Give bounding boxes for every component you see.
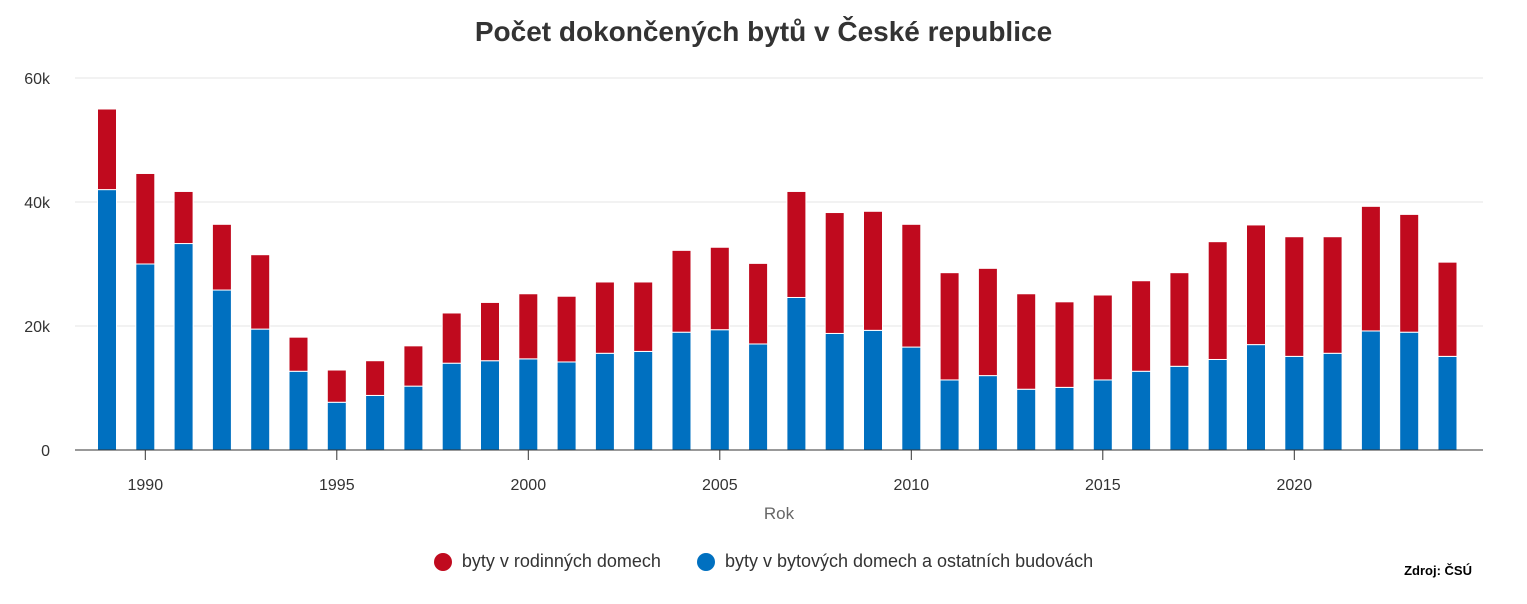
- bar-segment-apartment-buildings: [1092, 379, 1113, 451]
- bar-segment-family-houses: [594, 281, 615, 354]
- bar-segment-apartment-buildings: [594, 352, 615, 451]
- bar-segment-family-houses: [1016, 293, 1037, 390]
- bar-segment-apartment-buildings: [211, 289, 232, 451]
- bar-segment-apartment-buildings: [1322, 352, 1343, 451]
- bar-segment-family-houses: [135, 172, 156, 265]
- bar-segment-apartment-buildings: [786, 296, 807, 451]
- legend: byty v rodinných domech byty v bytových …: [0, 551, 1527, 572]
- source-note: Zdroj: ČSÚ: [1404, 563, 1472, 578]
- bar-segment-family-houses: [250, 254, 271, 330]
- bar-segment-apartment-buildings: [1054, 386, 1075, 451]
- legend-label: byty v rodinných domech: [461, 551, 661, 571]
- bar-segment-family-houses: [1437, 261, 1458, 357]
- bar-segment-family-houses: [403, 345, 424, 387]
- bar-segment-apartment-buildings: [863, 329, 883, 451]
- bar-segment-apartment-buildings: [250, 328, 271, 451]
- bar-segment-family-houses: [1054, 301, 1075, 388]
- bar-segment-family-houses: [97, 108, 117, 191]
- bar-segment-apartment-buildings: [518, 358, 539, 451]
- bar-segment-family-houses: [288, 336, 309, 372]
- bar-segment-family-houses: [1131, 280, 1152, 372]
- bar-segment-family-houses: [365, 360, 386, 396]
- bar-segment-family-houses: [977, 267, 998, 377]
- legend-item-family-houses[interactable]: byty v rodinných domech: [433, 551, 661, 572]
- bar-segment-apartment-buildings: [1437, 355, 1458, 451]
- bar-segment-apartment-buildings: [288, 370, 309, 451]
- bar-segment-apartment-buildings: [1131, 370, 1152, 451]
- y-tick-label: 60k: [24, 71, 51, 88]
- bar-segment-family-houses: [901, 223, 922, 348]
- bar-segment-family-houses: [1284, 236, 1305, 357]
- bar-segment-family-houses: [824, 212, 845, 334]
- bar-segment-apartment-buildings: [824, 332, 845, 451]
- bar-segment-family-houses: [1322, 236, 1343, 354]
- bar-segment-apartment-buildings: [441, 362, 462, 451]
- y-tick-label: 40k: [24, 195, 51, 212]
- bar-segment-apartment-buildings: [633, 350, 654, 451]
- bar-segment-family-houses: [211, 223, 232, 291]
- bar-segment-family-houses: [441, 312, 462, 364]
- bar-segment-family-houses: [748, 262, 769, 345]
- bar-segment-family-houses: [173, 190, 194, 245]
- bar-segment-family-houses: [1092, 294, 1113, 381]
- bar-segment-family-houses: [1169, 272, 1190, 367]
- legend-marker: [433, 552, 452, 571]
- x-tick-label: 2020: [1277, 477, 1313, 494]
- chart-title: Počet dokončených bytů v České republice: [474, 16, 1053, 47]
- bar-segment-apartment-buildings: [671, 331, 692, 451]
- bars: [97, 108, 1458, 451]
- bar-segment-apartment-buildings: [748, 343, 769, 451]
- bar-segment-apartment-buildings: [1169, 365, 1190, 451]
- x-tick-label: 2010: [894, 477, 930, 494]
- bar-segment-apartment-buildings: [939, 379, 960, 451]
- bar-segment-apartment-buildings: [977, 375, 998, 451]
- bar-segment-apartment-buildings: [365, 394, 386, 451]
- bar-segment-family-houses: [1360, 205, 1381, 332]
- legend-label: byty v bytových domech a ostatních budov…: [724, 551, 1094, 571]
- grid-lines: [75, 77, 1483, 327]
- bar-segment-family-houses: [556, 295, 577, 363]
- bar-segment-apartment-buildings: [480, 360, 500, 451]
- axes: 0 20k 40k 60k 1990 1995 2000 2005 2010 2015 2020 Ro…: [24, 71, 1483, 523]
- x-tick-label: 1990: [128, 477, 164, 494]
- bar-segment-family-houses: [326, 369, 347, 403]
- x-tick-label: 1995: [319, 477, 355, 494]
- x-axis-title: Rok: [764, 504, 795, 523]
- bar-segment-apartment-buildings: [1399, 331, 1420, 451]
- bar-segment-family-houses: [786, 190, 807, 298]
- bar-segment-family-houses: [1399, 213, 1420, 333]
- bar-segment-family-houses: [1207, 241, 1228, 360]
- legend-item-apartment-buildings[interactable]: byty v bytových domech a ostatních budov…: [696, 551, 1094, 572]
- bar-segment-apartment-buildings: [709, 329, 730, 451]
- x-tick-label: 2015: [1085, 477, 1121, 494]
- bar-segment-family-houses: [1246, 224, 1266, 346]
- bar-segment-family-houses: [518, 293, 539, 360]
- bar-segment-family-houses: [709, 246, 730, 331]
- bar-segment-apartment-buildings: [1207, 358, 1228, 451]
- bar-segment-family-houses: [939, 272, 960, 381]
- bar-segment-apartment-buildings: [1016, 388, 1037, 451]
- bar-segment-family-houses: [863, 210, 883, 331]
- bar-segment-apartment-buildings: [1246, 344, 1266, 451]
- bar-segment-apartment-buildings: [97, 189, 117, 451]
- bar-segment-apartment-buildings: [403, 385, 424, 451]
- bar-segment-family-houses: [633, 281, 654, 352]
- bar-segment-apartment-buildings: [901, 346, 922, 451]
- legend-marker: [696, 552, 715, 571]
- bar-segment-apartment-buildings: [326, 401, 347, 451]
- bar-segment-family-houses: [480, 301, 500, 362]
- x-tick-label: 2000: [511, 477, 547, 494]
- bar-segment-apartment-buildings: [173, 243, 194, 451]
- bar-segment-apartment-buildings: [1360, 330, 1381, 451]
- bar-segment-apartment-buildings: [1284, 355, 1305, 451]
- y-tick-label: 0: [41, 443, 50, 460]
- x-tick-label: 2005: [702, 477, 738, 494]
- bar-segment-family-houses: [671, 249, 692, 333]
- y-tick-label: 20k: [24, 319, 51, 336]
- bar-segment-apartment-buildings: [556, 361, 577, 451]
- bar-segment-apartment-buildings: [135, 263, 156, 451]
